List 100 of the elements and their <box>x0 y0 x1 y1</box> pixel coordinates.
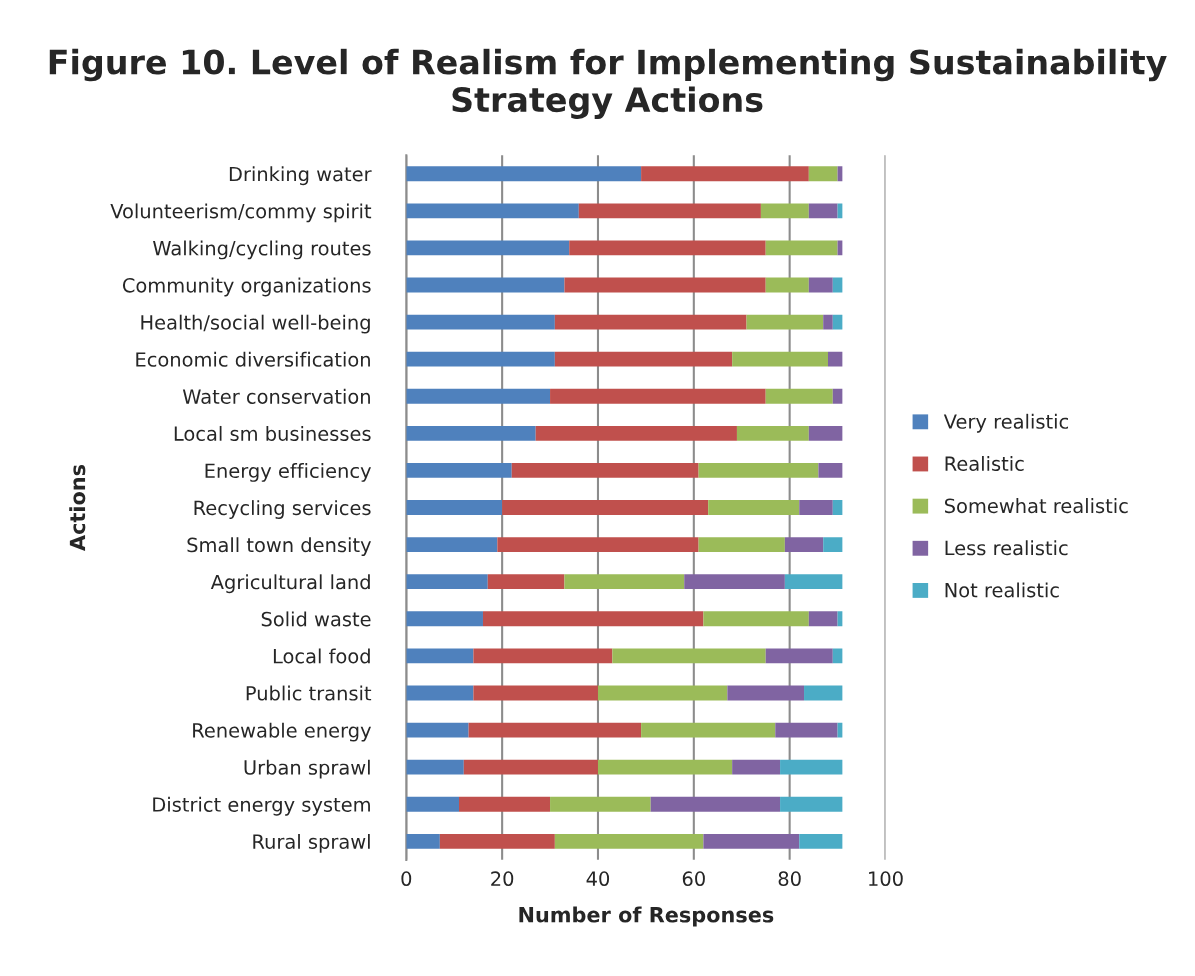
bar <box>698 537 785 553</box>
bar <box>578 203 761 219</box>
bar <box>406 425 536 441</box>
bar <box>406 833 440 849</box>
bar <box>804 685 843 701</box>
bar <box>818 463 843 478</box>
bar <box>406 314 555 330</box>
bar <box>473 685 598 701</box>
bar <box>684 574 785 590</box>
bar <box>650 796 781 812</box>
bar <box>502 500 709 515</box>
bar <box>698 463 819 478</box>
bar <box>597 759 733 775</box>
bar <box>406 240 570 256</box>
bar <box>406 685 474 701</box>
y-tick-label: Agricultural land <box>210 574 370 594</box>
y-tick-label: Urban sprawl <box>244 759 370 779</box>
bar <box>569 240 766 256</box>
bar <box>808 203 838 219</box>
bar <box>708 500 800 515</box>
bar <box>468 722 642 738</box>
y-tick-label: District energy system <box>153 796 370 816</box>
bar <box>736 425 809 441</box>
bar <box>406 388 551 404</box>
bar <box>550 388 766 404</box>
bar <box>459 796 551 812</box>
y-tick-label: Community organizations <box>122 277 371 297</box>
bar <box>554 351 733 367</box>
bar <box>564 277 766 293</box>
bar <box>765 648 833 664</box>
y-tick-label: Walking/cycling routes <box>153 240 371 260</box>
bar <box>641 166 809 182</box>
bar <box>799 833 843 849</box>
bar <box>406 648 474 664</box>
bar <box>823 537 843 553</box>
bar <box>406 500 503 515</box>
bar <box>765 388 833 404</box>
y-tick-label: Solid waste <box>261 611 371 627</box>
y-tick-label: Volunteerism/commy spirit <box>110 203 372 223</box>
bar <box>732 759 781 775</box>
bar <box>406 722 469 738</box>
bar <box>564 574 685 590</box>
legend-label: Somewhat realistic <box>944 498 1128 514</box>
bar <box>406 203 579 219</box>
x-tick-label: 80 <box>778 871 801 887</box>
bar <box>612 648 766 664</box>
y-tick-label: Health/social well-being <box>141 314 370 334</box>
y-axis-title: Actions <box>69 464 86 551</box>
x-tick-label: 0 <box>401 871 412 887</box>
bar <box>511 463 699 478</box>
bar <box>765 240 838 256</box>
bar <box>406 759 464 775</box>
y-tick-label: Local food <box>273 648 370 664</box>
y-tick-label: Water conservation <box>182 388 370 404</box>
bar <box>554 314 747 330</box>
y-tick-label: Public transit <box>246 685 372 701</box>
x-axis-title: Number of Responses <box>519 906 774 927</box>
x-tick-label: 40 <box>586 871 610 887</box>
y-tick-label: Rural sprawl <box>253 833 370 853</box>
bar <box>780 796 843 812</box>
bar <box>799 500 833 515</box>
bar <box>487 574 565 590</box>
x-tick-label: 60 <box>682 871 705 887</box>
bar <box>473 648 613 664</box>
bar <box>808 166 838 182</box>
y-tick-label: Drinking water <box>229 166 372 186</box>
y-tick-label: Local sm businesses <box>174 425 371 442</box>
bar <box>832 500 843 515</box>
bar <box>497 537 699 553</box>
bar <box>641 722 776 738</box>
bar <box>550 796 651 812</box>
bar <box>784 537 824 553</box>
bar <box>832 648 843 664</box>
bar <box>439 833 555 849</box>
chart-title: Figure 10. Level of Realism for Implementing Sustainability Strategy Actions <box>49 48 1167 119</box>
legend-label: Very realistic <box>943 413 1069 433</box>
y-tick-label: Renewable energy <box>193 722 371 742</box>
bar <box>727 685 805 701</box>
y-tick-label: Recycling services <box>194 500 371 519</box>
bar <box>406 463 512 478</box>
bar <box>597 685 728 701</box>
bar <box>463 759 598 775</box>
legend-label: Realistic <box>945 455 1024 472</box>
bar <box>406 537 498 553</box>
bar <box>760 203 809 219</box>
bar <box>406 574 488 590</box>
bar <box>732 351 828 367</box>
bar <box>775 722 838 738</box>
bar <box>535 425 737 441</box>
bar <box>703 611 809 627</box>
x-tick-label: 20 <box>491 871 514 887</box>
bar <box>406 166 642 182</box>
bar <box>784 574 843 590</box>
bar <box>703 833 800 849</box>
bar <box>406 277 565 293</box>
bar <box>827 351 843 367</box>
bar <box>808 425 843 441</box>
y-tick-label: Small town density <box>187 537 371 557</box>
bar <box>808 611 838 627</box>
bar <box>406 611 483 627</box>
